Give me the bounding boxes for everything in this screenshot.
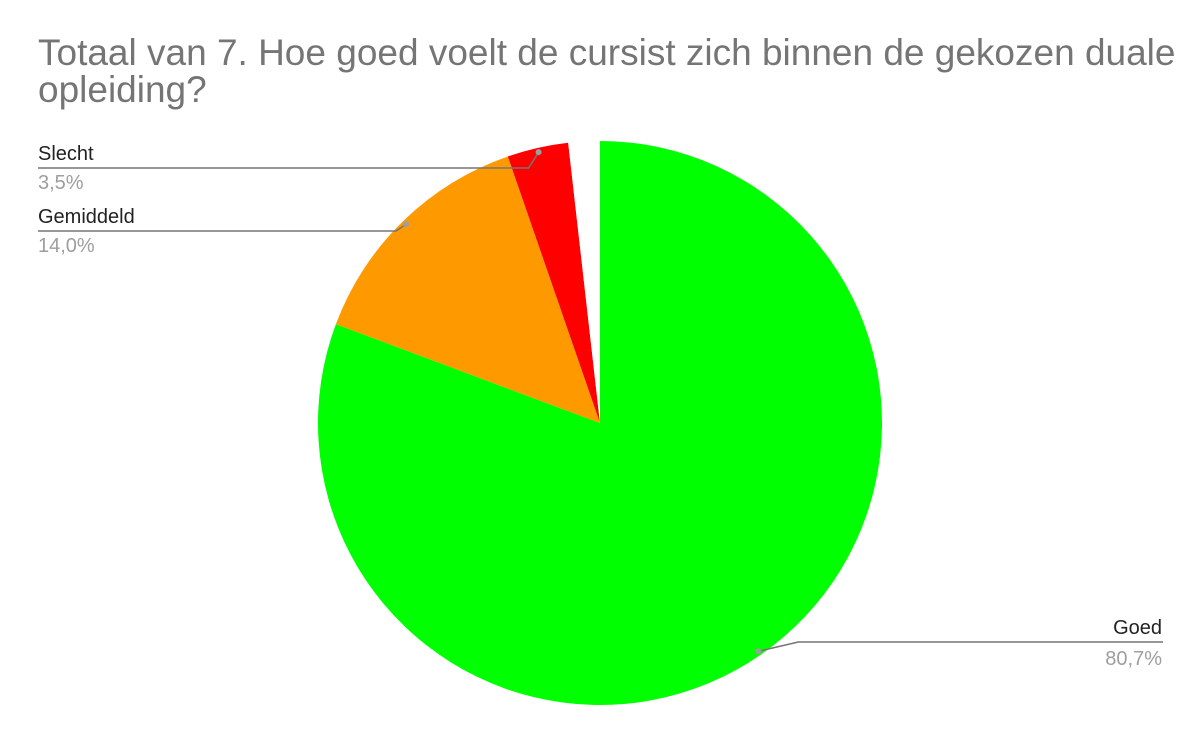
leader-line-goed	[758, 641, 1163, 653]
pie-slice-gap	[568, 141, 600, 423]
leader-line-gemiddeld	[38, 223, 407, 232]
pie-slice-goed	[317, 141, 882, 705]
chart-title: Totaal van 7. Hoe goed voelt de cursist …	[38, 32, 1176, 110]
leader-dot-slecht	[535, 149, 542, 156]
slice-percent-gemiddeld: 14,0%	[38, 235, 95, 257]
slice-label-gemiddeld: Gemiddeld	[38, 206, 135, 228]
leader-dot-goed	[755, 648, 762, 655]
slice-percent-slecht: 3,5%	[38, 172, 84, 194]
pie-slice-gemiddeld	[335, 156, 600, 424]
pie-slice-slecht	[507, 142, 600, 424]
leader-line-slecht	[38, 151, 540, 169]
slice-label-goed: Goed	[1113, 617, 1162, 639]
slice-percent-goed: 80,7%	[1105, 648, 1162, 670]
slice-label-slecht: Slecht	[38, 143, 94, 165]
leader-dot-gemiddeld	[403, 221, 410, 228]
